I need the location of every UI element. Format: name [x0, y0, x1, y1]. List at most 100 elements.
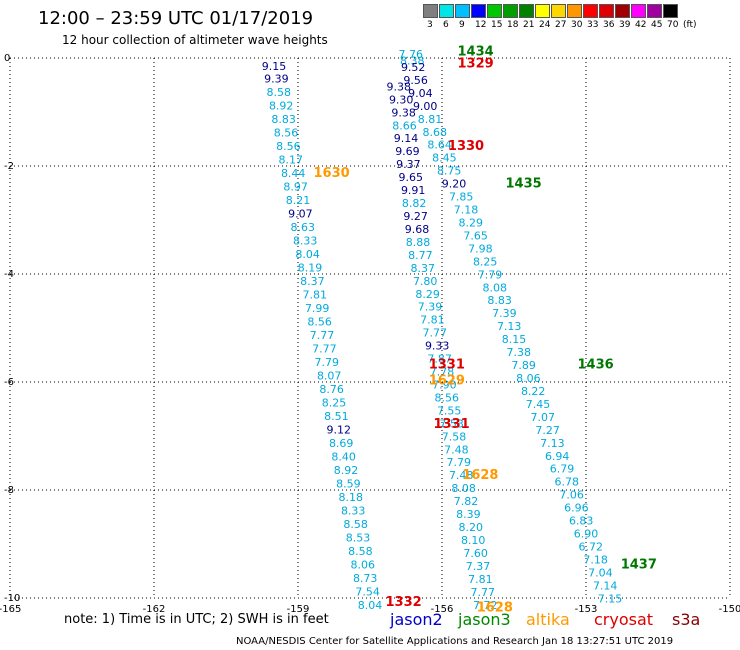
data-point-label: 6.90 [574, 528, 599, 541]
data-point-label: 7.87 [427, 353, 452, 366]
data-point-label: 8.15 [502, 333, 527, 346]
time-label: 1630 [314, 166, 350, 181]
legend-label: 15 [491, 20, 503, 30]
time-label: 1436 [578, 358, 614, 373]
y-tick-label: -4 [4, 269, 14, 280]
data-point-label: 8.06 [516, 372, 541, 385]
legend-swatch [471, 4, 486, 18]
data-point-label: 7.18 [583, 553, 608, 566]
data-point-label: 9.15 [262, 60, 287, 73]
legend-label: 30 [571, 20, 583, 30]
x-tick-label: -165 [0, 604, 21, 615]
data-point-label: 8.58 [348, 545, 373, 558]
time-label: 1437 [621, 557, 657, 572]
data-point-label: 7.79 [447, 456, 472, 469]
data-point-label: 8.08 [483, 281, 508, 294]
data-point-label: 7.90 [432, 378, 457, 391]
legend-swatch [663, 4, 678, 18]
legend-label: 24 [539, 20, 551, 30]
data-point-label: 6.78 [555, 476, 580, 489]
legend-label: 36 [603, 20, 615, 30]
chart-title: 12:00 – 23:59 UTC 01/17/2019 [38, 8, 314, 29]
chart-subtitle: 12 hour collection of altimeter wave hei… [62, 33, 328, 47]
y-tick-label: -8 [4, 485, 14, 496]
legend-label: 45 [651, 20, 663, 30]
data-point-label: 8.56 [274, 126, 299, 139]
data-point-label: 7.60 [463, 547, 488, 560]
data-point-label: 8.17 [279, 153, 304, 166]
legend-swatch [503, 4, 518, 18]
legend-label: 9 [459, 20, 465, 30]
data-point-label: 8.04 [295, 248, 320, 261]
data-point-label: 8.75 [437, 165, 462, 178]
x-tick-label: -156 [431, 604, 454, 615]
data-point-label: 7.77 [471, 586, 496, 599]
legend-label: 39 [619, 20, 631, 30]
legend-swatch [599, 4, 614, 18]
data-point-label: 8.88 [406, 236, 431, 249]
data-point-label: 8.20 [459, 521, 484, 534]
data-point-label: 7.48 [444, 443, 469, 456]
data-point-label: 7.77 [312, 342, 337, 355]
data-point-label: 9.52 [401, 61, 426, 74]
data-point-label: 7.38 [507, 346, 532, 359]
data-point-label: 8.58 [343, 518, 368, 531]
satellite-label: jason2 [390, 610, 443, 629]
time-label: 1628 [462, 468, 498, 483]
data-point-label: 8.44 [281, 167, 306, 180]
legend-swatch [423, 4, 438, 18]
data-point-label: 7.77 [310, 329, 335, 342]
x-tick-label: -153 [575, 604, 598, 615]
data-point-label: 7.79 [478, 268, 503, 281]
data-point-label: 8.58 [267, 86, 292, 99]
legend-swatch [439, 4, 454, 18]
legend-label: 33 [587, 20, 599, 30]
data-point-label: 7.80 [413, 275, 438, 288]
data-point-label: 6.79 [550, 463, 575, 476]
data-point-label: 8.25 [322, 396, 347, 409]
data-point-label: 8.97 [283, 180, 308, 193]
footer-note: note: 1) Time is in UTC; 2) SWH is in fe… [64, 612, 329, 627]
legend-label: 12 [475, 20, 487, 30]
data-point-label: 8.69 [329, 437, 354, 450]
data-point-label: 8.63 [291, 221, 316, 234]
data-point-label: 8.25 [473, 255, 498, 268]
data-point-label: 7.06 [559, 489, 584, 502]
data-point-label: 8.64 [427, 139, 452, 152]
data-point-label: 7.13 [497, 320, 522, 333]
legend-swatches [423, 4, 679, 18]
data-point-label: 7.76 [399, 48, 424, 61]
footer-credit: NOAA/NESDIS Center for Satellite Applica… [236, 636, 674, 647]
legend-swatch [455, 4, 470, 18]
data-point-label: 8.68 [423, 126, 448, 139]
data-point-label: 8.10 [461, 534, 486, 547]
y-tick-label: 0 [4, 53, 10, 64]
data-point-label: 9.69 [395, 145, 420, 158]
data-point-label: 8.38 [400, 54, 425, 67]
data-point-label: 9.56 [403, 74, 428, 87]
x-tick-label: -162 [143, 604, 166, 615]
legend-label: 3 [427, 20, 433, 30]
data-point-label: 9.30 [389, 93, 414, 106]
data-point-label: 9.33 [425, 340, 450, 353]
data-point-label: 8.82 [402, 197, 427, 210]
data-point-label: 8.33 [293, 234, 318, 247]
legend-swatch [535, 4, 550, 18]
data-point-label: 9.07 [288, 207, 313, 220]
legend-label: 21 [523, 20, 535, 30]
legend-swatch [567, 4, 582, 18]
satellite-label: altika [526, 610, 570, 629]
data-point-label: 7.72 [473, 599, 498, 612]
x-tick-label: -150 [719, 604, 740, 615]
data-point-label: 7.99 [305, 302, 330, 315]
time-label: 1329 [458, 57, 494, 72]
data-point-label: 9.27 [403, 210, 428, 223]
color-legend: 3 6 9 12 15 18 21 24 27 30 33 36 39 42 45 70 (ft) [423, 4, 697, 30]
data-point-label: 8.19 [298, 261, 323, 274]
data-point-label: 7.15 [598, 592, 623, 605]
legend-swatch [583, 4, 598, 18]
data-point-label: 8.06 [351, 558, 376, 571]
satellite-label: jason3 [458, 610, 511, 629]
data-point-label: 8.81 [418, 113, 443, 126]
